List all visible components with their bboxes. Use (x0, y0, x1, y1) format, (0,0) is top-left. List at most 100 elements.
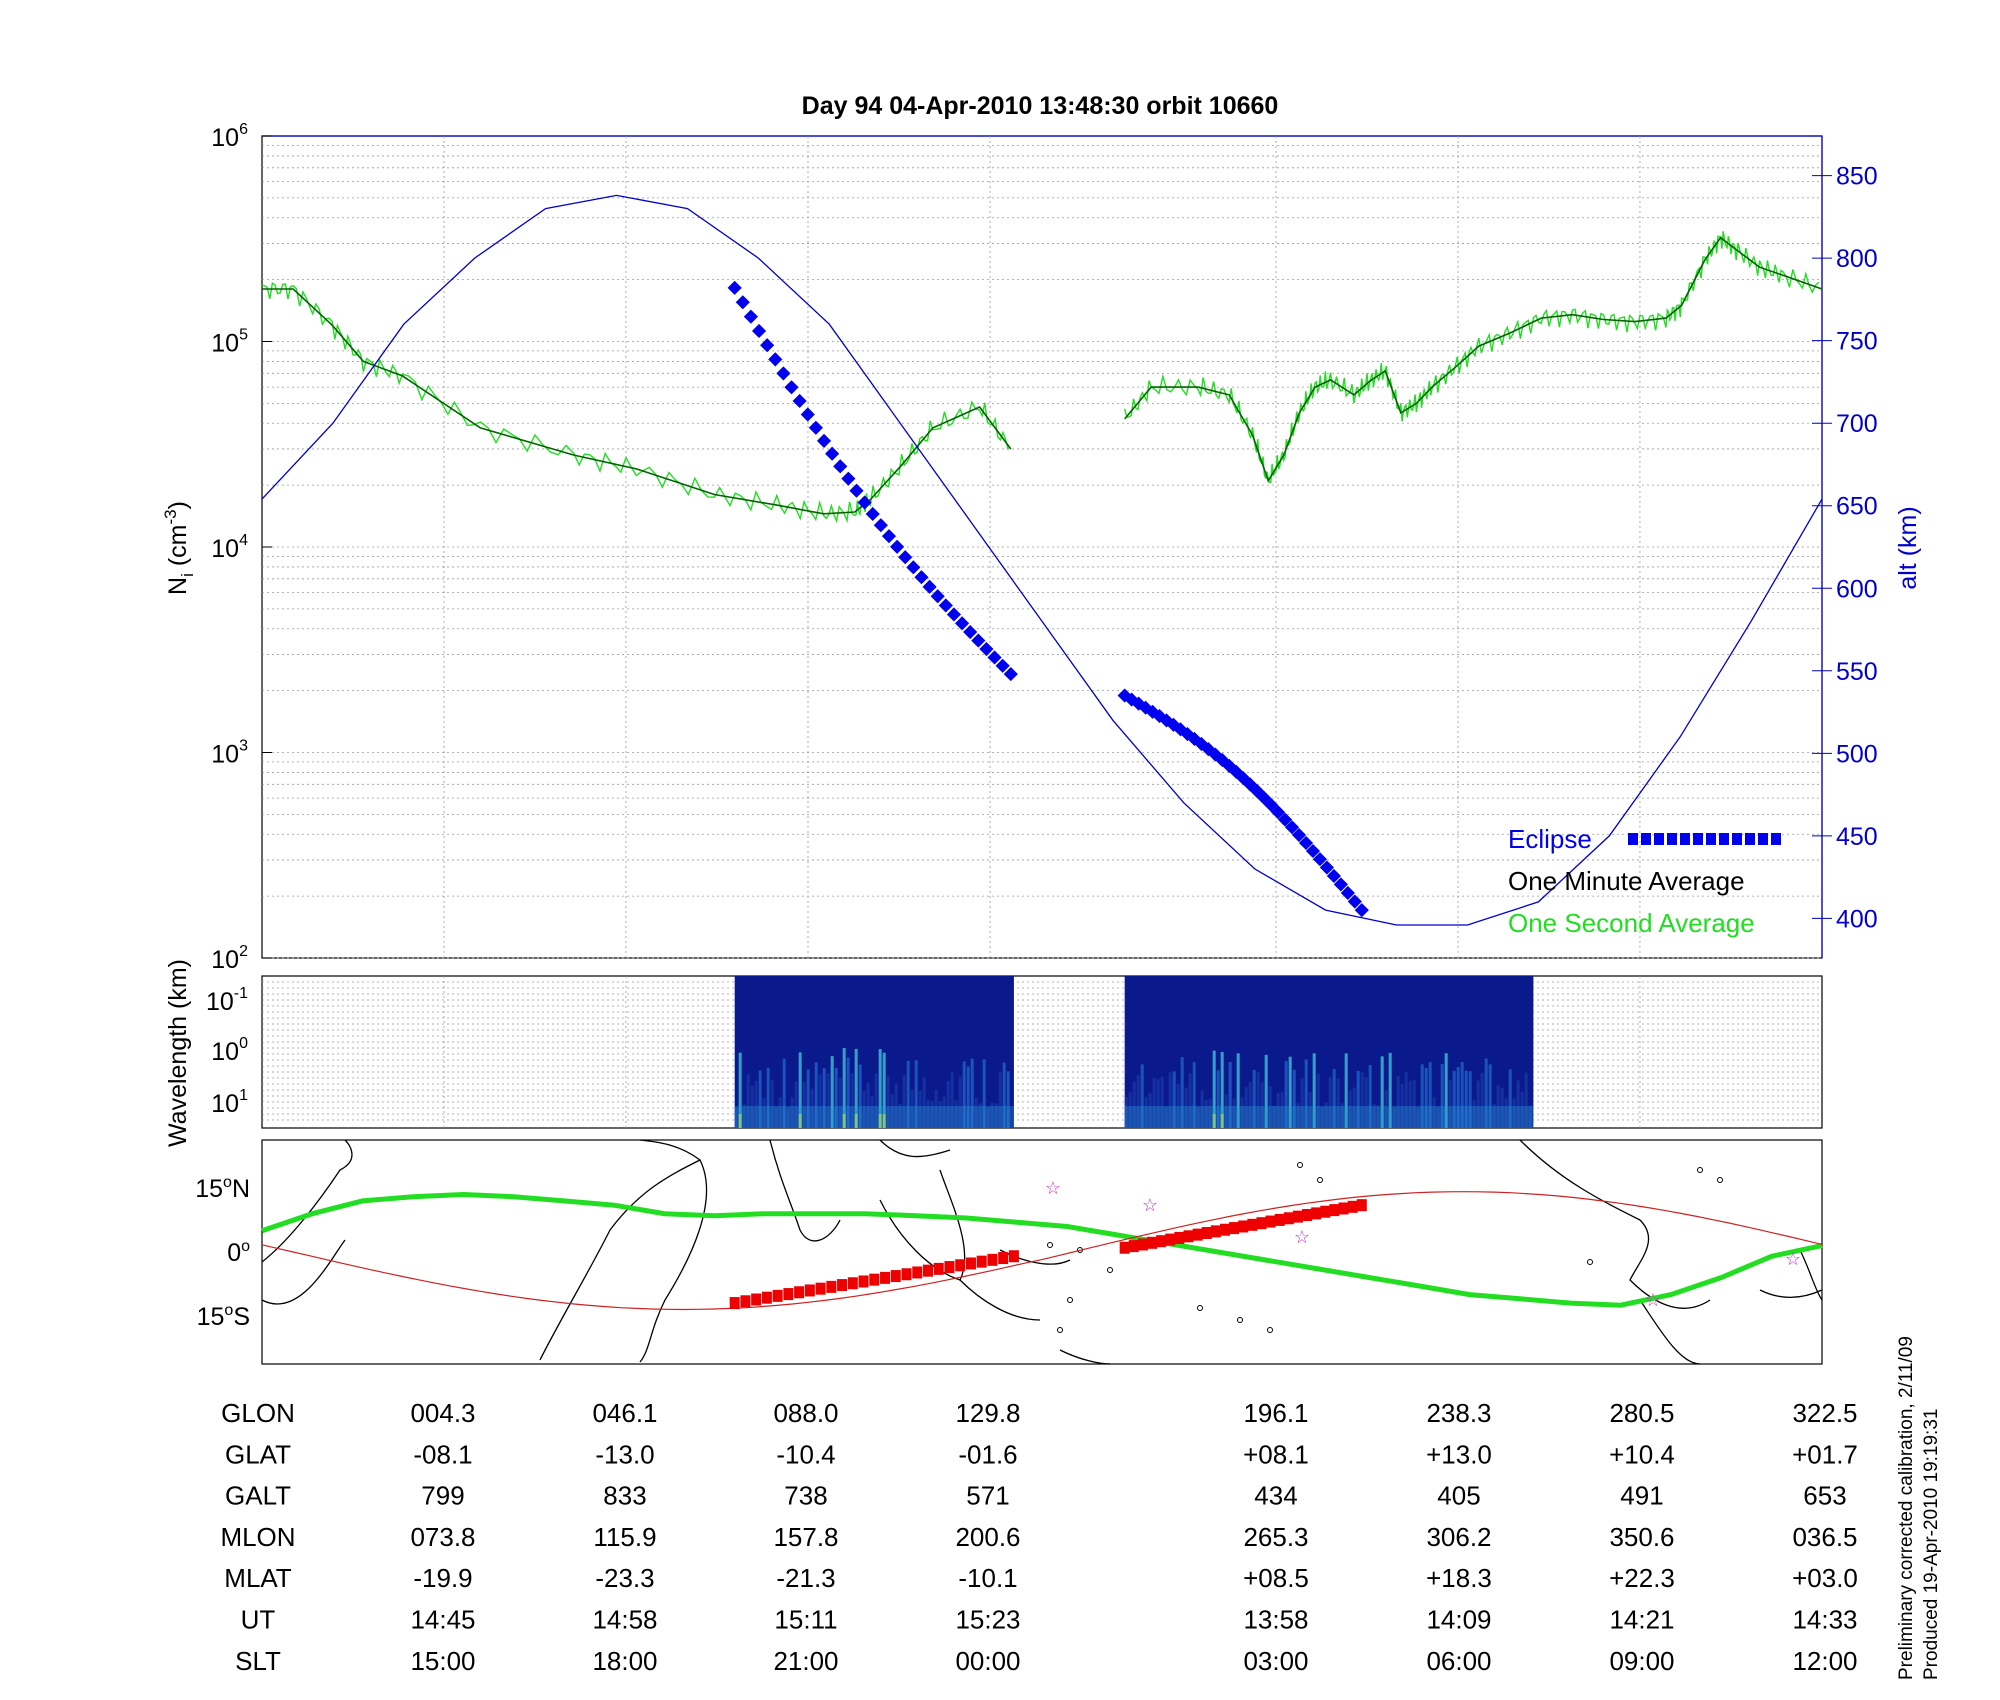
eclipse-track-marker (858, 1275, 869, 1288)
eclipse-track-marker (923, 1264, 933, 1277)
spectrogram-streak (898, 1104, 902, 1128)
spectrogram-streak (1408, 1081, 1412, 1128)
spectrogram-streak (994, 1103, 998, 1128)
eclipse-marker (914, 570, 929, 585)
spectrogram-streak (946, 1081, 950, 1128)
table-cell: 157.8 (773, 1522, 838, 1552)
spectrogram-streak (1260, 1082, 1264, 1128)
spectrogram-streak (846, 1057, 850, 1128)
table-cell: 738 (784, 1481, 827, 1511)
spectrogram-streak (1252, 1070, 1256, 1128)
table-cell: 004.3 (410, 1398, 475, 1428)
density-y-ticks: 102 103 104 105 106 (211, 121, 272, 974)
spectrogram-streak (982, 1059, 986, 1128)
eclipse-track-marker (1356, 1199, 1367, 1212)
eclipse-marker (930, 589, 945, 604)
spectrogram-peak (882, 1114, 886, 1128)
eclipse-marker (727, 280, 742, 295)
eclipse-markers (727, 280, 1369, 918)
legend-one-second-label: One Second Average (1508, 908, 1755, 938)
spectrogram-streak (838, 1077, 842, 1128)
eclipse-track-marker (890, 1270, 901, 1283)
spectrogram-streak (890, 1094, 894, 1128)
row-label: GLAT (225, 1439, 291, 1469)
spectrogram-streak (810, 1088, 814, 1128)
eclipse-track-marker (1128, 1240, 1139, 1253)
spectrogram-streak (914, 1060, 918, 1128)
eclipse-track-marker (847, 1277, 858, 1290)
table-cell: +08.1 (1243, 1439, 1309, 1469)
wavelength-panel: 10-1 100 101 Wavelength (km) (164, 959, 1823, 1147)
star-marker: ☆ (1294, 1227, 1310, 1247)
spectrogram-streak (1328, 1076, 1332, 1128)
spectrogram-streak (1280, 1092, 1284, 1128)
spectrogram-streak (834, 1067, 838, 1128)
eclipse-marker (808, 420, 823, 435)
y-tick-label: 102 (211, 943, 248, 974)
eclipse-track-marker (740, 1295, 751, 1308)
spectrogram-streak (1180, 1057, 1184, 1128)
eclipse-track-marker (1201, 1227, 1212, 1240)
spectrogram-streak (1428, 1062, 1432, 1128)
density-series (261, 194, 1823, 926)
eclipse-track-marker (987, 1253, 998, 1266)
spectrogram-streak (1324, 1102, 1328, 1128)
eclipse-marker (1305, 843, 1321, 859)
spectrogram-streak (1188, 1073, 1192, 1128)
eclipse-marker (735, 295, 750, 310)
eclipse-marker (955, 616, 970, 631)
spectrogram-streak (1232, 1098, 1236, 1128)
spectrogram-streak (938, 1101, 942, 1128)
eclipse-track-marker (944, 1261, 955, 1274)
table-cell: -19.9 (413, 1563, 472, 1593)
spectrogram-streak (1204, 1099, 1208, 1128)
spectrogram-streak (762, 1098, 766, 1128)
spectrogram-streak (1002, 1062, 1006, 1128)
spectrogram-streak (1420, 1064, 1424, 1128)
table-cell: 129.8 (955, 1398, 1020, 1428)
eclipse-marker (1333, 877, 1348, 892)
table-cell: 073.8 (410, 1522, 475, 1552)
eclipse-marker (751, 323, 767, 339)
eclipse-marker (784, 380, 799, 395)
spectrogram-streak (942, 1096, 946, 1128)
legend-eclipse-marker (1641, 833, 1651, 845)
coastline (959, 1279, 1041, 1321)
spectrogram-streak (1380, 1056, 1384, 1128)
coastline (639, 1139, 701, 1161)
table-cell: 350.6 (1609, 1522, 1674, 1552)
eclipse-track-marker (912, 1266, 923, 1279)
table-cell: -10.1 (958, 1563, 1017, 1593)
spectrogram-streak (1352, 1087, 1356, 1128)
eclipse-track-marker (869, 1273, 880, 1286)
eclipse-track-marker (1165, 1233, 1176, 1246)
spectrogram-streak (1248, 1081, 1252, 1128)
spectrogram-streak (1424, 1067, 1428, 1128)
y2-tick-label: 650 (1836, 493, 1878, 521)
spectrogram-streak (1136, 1075, 1140, 1128)
spectrogram-peak (798, 1114, 802, 1128)
eclipse-marker (1319, 860, 1335, 875)
spectrogram-streak (1416, 1107, 1420, 1128)
table-cell: 280.5 (1609, 1398, 1674, 1428)
spectrogram-band (734, 1106, 1014, 1128)
eclipse-track-marker (1238, 1220, 1249, 1233)
row-label: SLT (235, 1646, 281, 1676)
spectrogram-streak (978, 1103, 982, 1128)
eclipse-track-marker (955, 1259, 966, 1272)
table-cell: -23.3 (595, 1563, 654, 1593)
spectrogram-streak (798, 1052, 802, 1128)
wavelength-gridlines (262, 976, 1822, 1128)
eclipse-marker (1298, 835, 1314, 851)
wavelength-tick-label: 101 (211, 1087, 248, 1118)
legend-eclipse-marker (1680, 833, 1690, 845)
eclipse-marker (1271, 805, 1286, 820)
eclipse-track-marker (1137, 1238, 1148, 1251)
eclipse-track-marker (1192, 1228, 1203, 1241)
spectrogram-streak (746, 1074, 750, 1128)
row-label: GLON (221, 1398, 295, 1428)
spectrogram-streak (1356, 1070, 1360, 1128)
spectrogram-streak (1376, 1105, 1380, 1128)
eclipse-track-marker (815, 1282, 826, 1295)
coastline (1059, 1349, 1111, 1365)
